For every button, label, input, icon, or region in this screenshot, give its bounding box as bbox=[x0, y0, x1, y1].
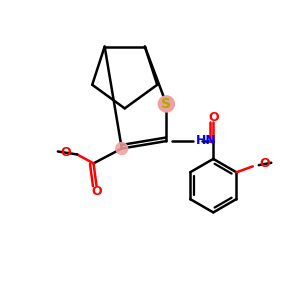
Text: O: O bbox=[260, 158, 270, 170]
Circle shape bbox=[158, 96, 174, 112]
Text: HN: HN bbox=[196, 134, 217, 147]
Text: O: O bbox=[91, 184, 102, 197]
Text: O: O bbox=[60, 146, 70, 159]
Circle shape bbox=[116, 142, 128, 154]
Text: S: S bbox=[161, 97, 171, 111]
Text: O: O bbox=[208, 110, 219, 124]
